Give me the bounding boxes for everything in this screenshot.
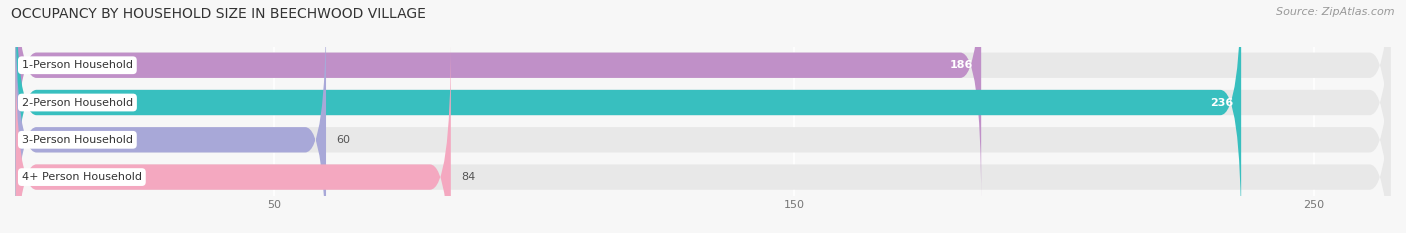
FancyBboxPatch shape	[15, 3, 326, 233]
FancyBboxPatch shape	[15, 0, 981, 202]
Text: 60: 60	[336, 135, 350, 145]
Text: Source: ZipAtlas.com: Source: ZipAtlas.com	[1277, 7, 1395, 17]
FancyBboxPatch shape	[15, 0, 1241, 233]
FancyBboxPatch shape	[15, 41, 451, 233]
Text: 1-Person Household: 1-Person Household	[22, 60, 132, 70]
Text: 2-Person Household: 2-Person Household	[22, 98, 134, 107]
Text: 84: 84	[461, 172, 475, 182]
Text: 236: 236	[1211, 98, 1233, 107]
FancyBboxPatch shape	[15, 0, 1391, 233]
FancyBboxPatch shape	[15, 3, 1391, 233]
Text: 4+ Person Household: 4+ Person Household	[22, 172, 142, 182]
Text: 186: 186	[950, 60, 973, 70]
FancyBboxPatch shape	[15, 41, 1391, 233]
Text: OCCUPANCY BY HOUSEHOLD SIZE IN BEECHWOOD VILLAGE: OCCUPANCY BY HOUSEHOLD SIZE IN BEECHWOOD…	[11, 7, 426, 21]
FancyBboxPatch shape	[15, 0, 1391, 202]
Text: 3-Person Household: 3-Person Household	[22, 135, 132, 145]
